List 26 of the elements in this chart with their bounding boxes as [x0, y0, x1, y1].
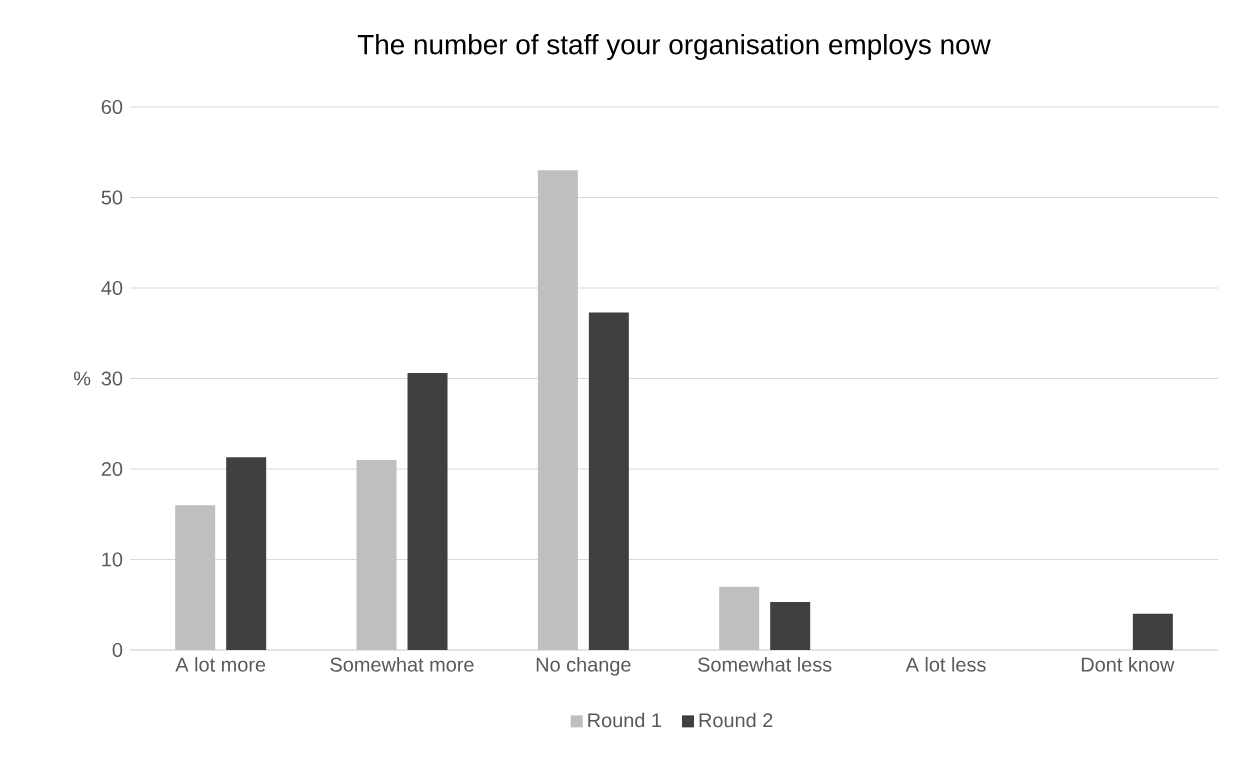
y-tick-label: 60	[101, 99, 123, 115]
bar	[175, 505, 216, 650]
x-tick-label: Dont know	[1081, 657, 1175, 672]
bar	[226, 457, 267, 650]
bar	[770, 602, 811, 650]
bar	[719, 586, 760, 650]
legend-label: Round 2	[699, 712, 773, 728]
y-tick-label: 20	[101, 461, 123, 477]
y-tick-label: 10	[102, 552, 123, 567]
x-tick-label: Somewhat less	[698, 657, 832, 672]
y-axis-title: %	[73, 371, 91, 386]
bar	[407, 373, 448, 650]
bar	[588, 312, 629, 650]
y-tick-label: 40	[101, 280, 123, 296]
x-tick-label: A lot less	[905, 657, 986, 672]
x-tick-label: A lot more	[175, 657, 266, 672]
bar	[1132, 613, 1173, 650]
legend-label: Round 1	[588, 712, 662, 728]
x-tick-label: No change	[536, 657, 631, 676]
chart-title: The number of staff your organisation employs now	[357, 33, 991, 60]
y-tick-label: 50	[101, 190, 123, 205]
bar	[356, 459, 397, 650]
y-tick-label: 30	[101, 371, 123, 386]
y-tick-label: 0	[112, 642, 123, 658]
bar	[537, 170, 578, 650]
x-tick-label: Somewhat more	[330, 657, 474, 672]
